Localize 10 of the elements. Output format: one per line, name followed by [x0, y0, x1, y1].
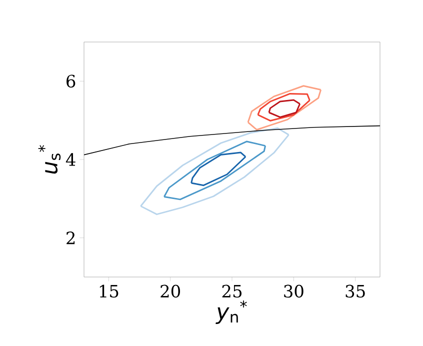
y-tick-label: 6 — [66, 74, 76, 88]
x-tick-label: 20 — [160, 284, 180, 298]
y-axis-title: u$_{s}$* — [38, 145, 61, 174]
y-tick-label: 2 — [66, 232, 75, 244]
x-tick-label: 35 — [346, 284, 365, 298]
x-tick-label: 15 — [100, 284, 118, 298]
x-tick-label: 30 — [284, 284, 304, 298]
x-tick-label: 25 — [222, 284, 242, 298]
x-axis-title: y$_{n}$* — [216, 300, 247, 324]
y-tick-label: 4 — [66, 153, 76, 166]
